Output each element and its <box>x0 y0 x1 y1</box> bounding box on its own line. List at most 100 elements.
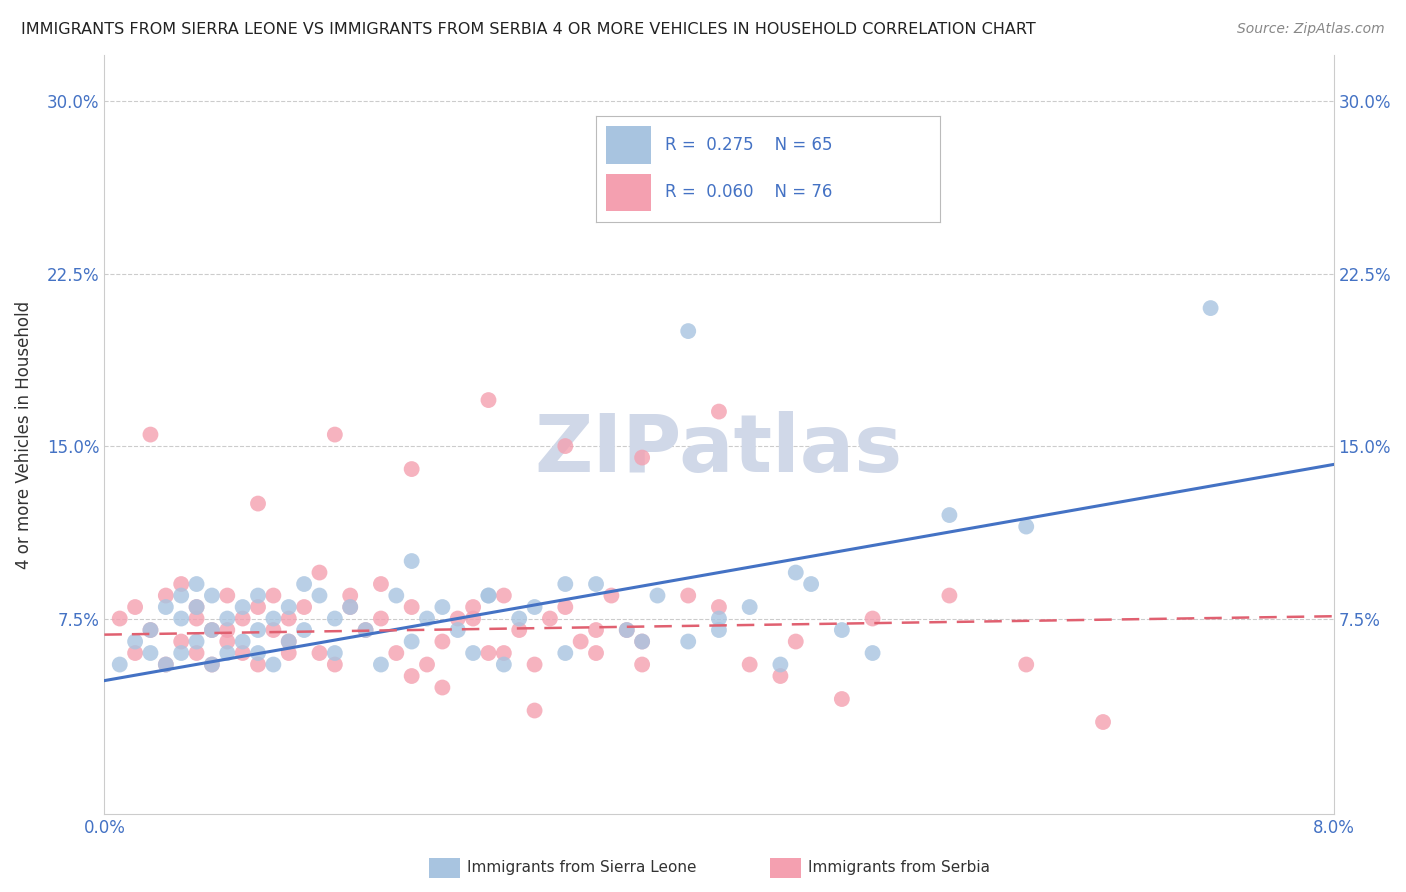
Point <box>676 324 699 338</box>
Point <box>232 646 254 660</box>
Point <box>217 623 239 637</box>
Point <box>370 577 392 591</box>
Point <box>308 589 330 603</box>
Point <box>124 634 146 648</box>
Point <box>339 600 361 615</box>
Point <box>616 623 638 637</box>
Point <box>401 634 423 648</box>
Point <box>217 646 239 660</box>
Point <box>232 634 254 648</box>
Point <box>738 600 761 615</box>
Point <box>769 669 792 683</box>
Point <box>247 600 270 615</box>
Point <box>247 589 270 603</box>
Point <box>292 577 315 591</box>
Point <box>631 634 654 648</box>
Point <box>477 646 499 660</box>
Point <box>339 600 361 615</box>
Point <box>170 577 193 591</box>
Point <box>262 611 284 625</box>
Point <box>938 508 960 522</box>
Point <box>831 692 853 706</box>
Point <box>447 611 470 625</box>
Point <box>538 611 561 625</box>
Point <box>139 623 162 637</box>
Point <box>432 681 454 695</box>
Point <box>186 577 208 591</box>
Point <box>1092 714 1115 729</box>
Point <box>523 657 546 672</box>
Point <box>186 646 208 660</box>
Point <box>461 646 484 660</box>
Point <box>492 646 515 660</box>
Point <box>201 623 224 637</box>
Point <box>217 634 239 648</box>
Point <box>247 646 270 660</box>
Point <box>1199 301 1222 315</box>
Point <box>461 600 484 615</box>
Point <box>186 611 208 625</box>
Point <box>232 600 254 615</box>
Point <box>354 623 377 637</box>
Point <box>217 611 239 625</box>
Point <box>800 577 823 591</box>
Text: IMMIGRANTS FROM SIERRA LEONE VS IMMIGRANTS FROM SERBIA 4 OR MORE VEHICLES IN HOU: IMMIGRANTS FROM SIERRA LEONE VS IMMIGRAN… <box>21 22 1036 37</box>
Point <box>201 657 224 672</box>
Point <box>585 646 607 660</box>
Point <box>170 634 193 648</box>
Point <box>631 634 654 648</box>
Point <box>785 566 807 580</box>
Point <box>508 623 530 637</box>
Y-axis label: 4 or more Vehicles in Household: 4 or more Vehicles in Household <box>15 301 32 568</box>
Point <box>170 611 193 625</box>
Point <box>277 646 299 660</box>
Point <box>139 623 162 637</box>
Point <box>554 439 576 453</box>
Point <box>186 600 208 615</box>
Point <box>339 589 361 603</box>
Point <box>247 623 270 637</box>
Point <box>108 611 131 625</box>
Point <box>401 669 423 683</box>
Point <box>447 623 470 637</box>
Point <box>108 657 131 672</box>
Point <box>277 634 299 648</box>
Point <box>938 589 960 603</box>
Point <box>292 623 315 637</box>
Point <box>323 657 346 672</box>
Point <box>308 566 330 580</box>
Point <box>232 611 254 625</box>
Point <box>585 623 607 637</box>
Point <box>186 600 208 615</box>
Point <box>370 611 392 625</box>
Point <box>461 611 484 625</box>
Point <box>401 600 423 615</box>
Point <box>492 657 515 672</box>
Text: ZIPatlas: ZIPatlas <box>534 410 903 489</box>
Point <box>385 646 408 660</box>
Point <box>155 600 177 615</box>
Point <box>554 600 576 615</box>
Point <box>647 589 669 603</box>
Point <box>170 646 193 660</box>
Point <box>201 623 224 637</box>
Point <box>262 657 284 672</box>
Text: Immigrants from Sierra Leone: Immigrants from Sierra Leone <box>467 861 696 875</box>
Point <box>477 589 499 603</box>
Point <box>201 657 224 672</box>
Point <box>139 646 162 660</box>
Point <box>201 589 224 603</box>
Point <box>831 623 853 637</box>
Point <box>492 589 515 603</box>
Point <box>523 704 546 718</box>
Point <box>401 462 423 476</box>
Text: Source: ZipAtlas.com: Source: ZipAtlas.com <box>1237 22 1385 37</box>
Point <box>124 600 146 615</box>
Point <box>676 634 699 648</box>
Point <box>707 600 730 615</box>
Point <box>508 611 530 625</box>
Point <box>862 646 884 660</box>
Point <box>155 589 177 603</box>
Point <box>292 600 315 615</box>
Point <box>277 634 299 648</box>
